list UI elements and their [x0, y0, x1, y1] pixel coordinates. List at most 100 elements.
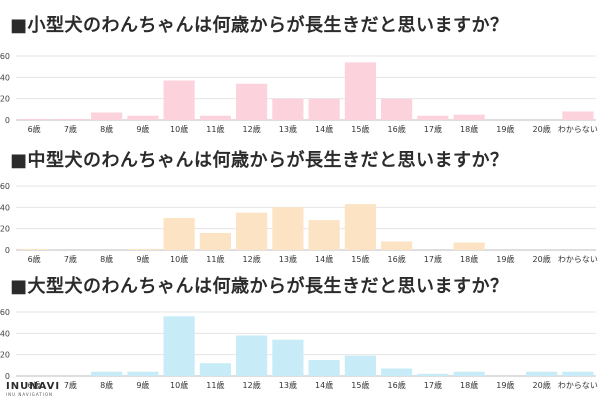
y-tick-label: 0 — [5, 246, 10, 255]
x-tick-label: 11歳 — [206, 124, 224, 134]
x-tick-label: 16歳 — [388, 124, 406, 134]
x-tick-label: 9歳 — [136, 380, 149, 390]
y-tick-label: 20 — [0, 225, 10, 234]
y-tick-label: 0 — [5, 116, 10, 125]
x-tick-label: わからない — [558, 255, 598, 264]
x-tick-label: 10歳 — [170, 380, 188, 390]
x-tick-label: 13歳 — [279, 124, 297, 134]
y-tick-label: 60 — [0, 308, 10, 317]
x-tick-label: 6歳 — [28, 254, 41, 264]
x-tick-label: 6歳 — [28, 380, 41, 390]
inunavi-logo: INUNAVI INU NAVIGATION — [6, 381, 61, 398]
bar-4 — [127, 115, 159, 120]
bar-16 — [562, 111, 594, 120]
y-tick-label: 40 — [0, 203, 10, 212]
x-tick-label: 18歳 — [460, 254, 478, 264]
y-tick-label: 0 — [5, 372, 10, 381]
x-tick-label: 11歳 — [206, 254, 224, 264]
bar-6 — [199, 115, 231, 120]
bar-13 — [453, 114, 485, 120]
x-tick-label: 12歳 — [243, 380, 261, 390]
bar-6 — [199, 232, 231, 250]
chart-title-medium-dogs: ■中型犬のわんちゃんは何歳からが長生きだと思いますか？ — [10, 150, 509, 171]
x-tick-label: 19歳 — [496, 254, 514, 264]
x-tick-label: 17歳 — [424, 124, 442, 134]
x-tick-label: 15歳 — [351, 380, 369, 390]
bar-13 — [453, 371, 485, 376]
bar-13 — [453, 242, 485, 250]
x-tick-label: 6歳 — [28, 124, 41, 134]
y-tick-label: 20 — [0, 351, 10, 360]
x-tick-label: 19歳 — [496, 380, 514, 390]
x-tick-label: 20歳 — [533, 254, 551, 264]
bar-8 — [272, 207, 304, 250]
x-tick-label: 16歳 — [388, 254, 406, 264]
x-tick-label: 15歳 — [351, 254, 369, 264]
bar-12 — [417, 373, 449, 376]
x-tick-label: 20歳 — [533, 124, 551, 134]
bar-8 — [272, 339, 304, 376]
bar-5 — [163, 80, 195, 120]
bar-3 — [91, 112, 123, 120]
x-tick-label: わからない — [558, 381, 598, 390]
x-tick-label: 19歳 — [496, 124, 514, 134]
bar-10 — [344, 355, 376, 376]
chart-title-large-dogs: ■大型犬のわんちゃんは何歳からが長生きだと思いますか？ — [10, 276, 509, 297]
bar-5 — [163, 218, 195, 250]
bar-8 — [272, 98, 304, 120]
x-tick-label: 13歳 — [279, 380, 297, 390]
x-tick-label: 17歳 — [424, 254, 442, 264]
bar-chart-small-dogs: 0 20 40 60 6歳 7歳 8歳 9歳 10歳 11歳 12歳 13歳 14歳 15歳 16歳 17歳 1… — [0, 46, 600, 136]
logo-subtitle: INU NAVIGATION — [6, 392, 54, 397]
y-tick-label: 40 — [0, 329, 10, 338]
bar-12 — [417, 115, 449, 120]
bar-1 — [18, 118, 50, 120]
bar-16 — [562, 371, 594, 376]
y-tick-label: 60 — [0, 52, 10, 61]
x-tick-label: 9歳 — [136, 124, 149, 134]
x-tick-label: 12歳 — [243, 254, 261, 264]
chart-title-small-dogs: ■小型犬のわんちゃんは何歳からが長生きだと思いますか？ — [10, 15, 509, 36]
x-tick-label: 13歳 — [279, 254, 297, 264]
bar-2 — [54, 118, 86, 120]
x-tick-label: 18歳 — [460, 124, 478, 134]
x-tick-label: 14歳 — [315, 124, 333, 134]
bar-7 — [236, 335, 268, 376]
x-tick-label: 9歳 — [136, 254, 149, 264]
bar-3 — [91, 371, 123, 376]
x-tick-label: 10歳 — [170, 124, 188, 134]
bar-6 — [199, 363, 231, 376]
bar-11 — [381, 98, 413, 120]
y-tick-label: 60 — [0, 182, 10, 191]
bar-5 — [163, 316, 195, 376]
x-tick-label: 10歳 — [170, 254, 188, 264]
x-tick-label: 8歳 — [100, 254, 113, 264]
y-tick-label: 20 — [0, 95, 10, 104]
bar-15 — [526, 371, 558, 376]
x-tick-label: 20歳 — [533, 380, 551, 390]
x-tick-label: 15歳 — [351, 124, 369, 134]
bar-9 — [308, 220, 340, 250]
bar-9 — [308, 98, 340, 120]
x-tick-label: 16歳 — [388, 380, 406, 390]
x-tick-label: 7歳 — [64, 124, 77, 134]
x-tick-label: 14歳 — [315, 380, 333, 390]
x-tick-label: 12歳 — [243, 124, 261, 134]
x-tick-label: 8歳 — [100, 124, 113, 134]
bar-11 — [381, 368, 413, 376]
bar-7 — [236, 212, 268, 250]
bar-1 — [18, 248, 50, 250]
bar-chart-medium-dogs: 0 20 40 60 6歳 7歳 8歳 9歳 10歳 11歳 12歳 13歳 14歳 15歳 16歳 17歳 1… — [0, 176, 600, 266]
bar-9 — [308, 360, 340, 376]
x-tick-label: 14歳 — [315, 254, 333, 264]
bar-10 — [344, 204, 376, 250]
logo-name: INUNAVI — [6, 381, 61, 392]
x-tick-label: 11歳 — [206, 380, 224, 390]
y-tick-label: 40 — [0, 73, 10, 82]
bar-chart-large-dogs: 0 20 40 60 6歳 7歳 8歳 9歳 10歳 11歳 12歳 13歳 14歳 15歳 16歳 17歳 1… — [0, 302, 600, 392]
x-tick-label: 7歳 — [64, 254, 77, 264]
x-tick-label: 8歳 — [100, 380, 113, 390]
x-tick-label: 17歳 — [424, 380, 442, 390]
bar-7 — [236, 83, 268, 120]
x-tick-label: 7歳 — [64, 380, 77, 390]
